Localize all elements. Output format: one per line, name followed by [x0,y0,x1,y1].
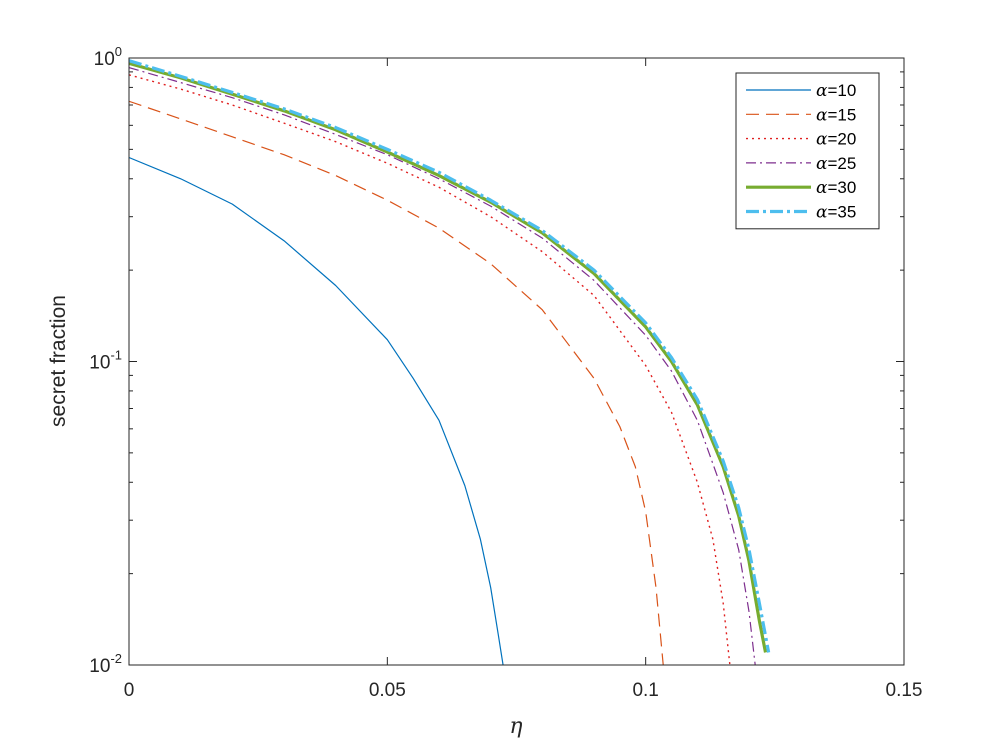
series-line-1 [129,156,504,665]
series-line-3 [129,74,731,665]
series-layer [129,59,771,665]
y-tick-label: 10-2 [89,651,122,677]
legend-label: α=20 [816,130,856,150]
y-axis-label: secret fraction [47,295,70,427]
legend-label: α=30 [816,178,856,198]
axes: 0 0.05 0.1 0.15 10-2 10-1 100 [89,44,922,701]
x-axis-label: η [509,714,522,739]
x-tick-label: 0.1 [632,680,658,701]
legend-label: α=35 [816,203,856,223]
legend-label: α=25 [816,154,856,174]
series-line-2 [129,100,664,665]
y-tick-label: 100 [94,44,122,70]
x-tick-label: 0.15 [886,680,923,701]
legend-label: α=15 [816,105,856,125]
legend: α=10 α=15 α=20 α=25 α=30 α=35 [735,72,880,230]
series-line-5 [129,61,768,653]
y-tick-label: 10-1 [89,348,122,374]
series-line-4 [129,66,756,665]
x-tick-label: 0 [124,680,135,701]
series-line-6 [129,59,771,653]
legend-box [735,72,880,230]
legend-label: α=10 [816,81,856,101]
x-tick-label: 0.05 [369,680,406,701]
